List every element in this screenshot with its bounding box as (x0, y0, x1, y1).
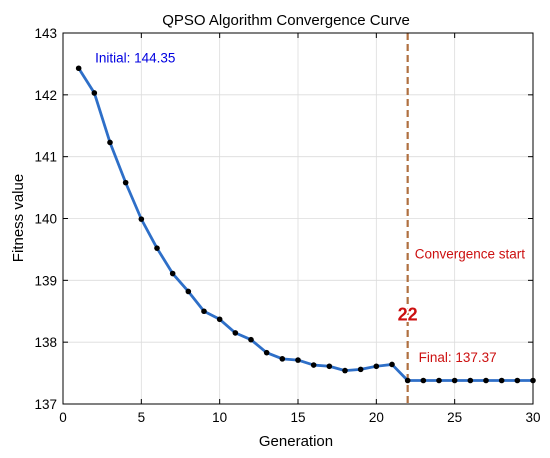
y-tick-label: 140 (34, 212, 57, 227)
data-point (467, 377, 474, 384)
data-point (185, 288, 192, 295)
data-point (107, 139, 113, 146)
y-tick-label: 141 (34, 150, 57, 165)
data-point (483, 377, 489, 384)
data-point (357, 366, 364, 373)
axis-ticks: 0 5 10 15 20 25 30 137 138 139 140 141 142 143 (34, 26, 540, 425)
y-tick-label: 137 (34, 397, 57, 412)
data-point (154, 245, 160, 251)
convergence-start-annotation: Convergence start (415, 247, 526, 262)
x-tick-label: 0 (59, 410, 67, 425)
data-point (91, 90, 98, 96)
data-point (138, 216, 145, 222)
data-point (420, 377, 427, 384)
x-tick-label: 20 (369, 410, 384, 425)
x-tick-label: 25 (447, 410, 462, 425)
data-point (216, 316, 223, 323)
final-value-annotation: Final: 137.37 (419, 350, 497, 365)
y-axis-label: Fitness value (10, 174, 27, 262)
series-fitness (75, 65, 536, 384)
y-tick-label: 138 (34, 335, 57, 350)
y-tick-label: 139 (34, 273, 57, 288)
data-point (75, 65, 82, 72)
x-tick-label: 15 (290, 410, 305, 425)
data-point (169, 270, 176, 277)
x-tick-label: 10 (212, 410, 227, 425)
data-point (451, 377, 458, 384)
data-point (342, 367, 348, 374)
data-point (373, 363, 380, 370)
chart-title: QPSO Algorithm Convergence Curve (162, 12, 410, 29)
initial-value-annotation: Initial: 144.35 (95, 51, 175, 66)
data-point (404, 377, 411, 384)
data-point (389, 361, 395, 368)
y-tick-label: 142 (34, 88, 57, 103)
data-point (436, 377, 442, 384)
data-point (295, 357, 301, 363)
convergence-generation-label: 22 (398, 305, 418, 325)
x-axis-label: Generation (259, 433, 333, 450)
y-tick-label: 143 (34, 26, 57, 41)
data-point (263, 349, 270, 356)
x-tick-label: 5 (138, 410, 146, 425)
data-point (232, 330, 239, 336)
x-tick-label: 30 (525, 410, 540, 425)
data-point (201, 308, 207, 315)
data-point (514, 377, 521, 384)
data-point (498, 377, 505, 384)
data-point (279, 356, 286, 362)
data-point (248, 336, 254, 343)
data-point (326, 363, 333, 370)
data-point (122, 179, 129, 186)
data-point (310, 362, 317, 368)
